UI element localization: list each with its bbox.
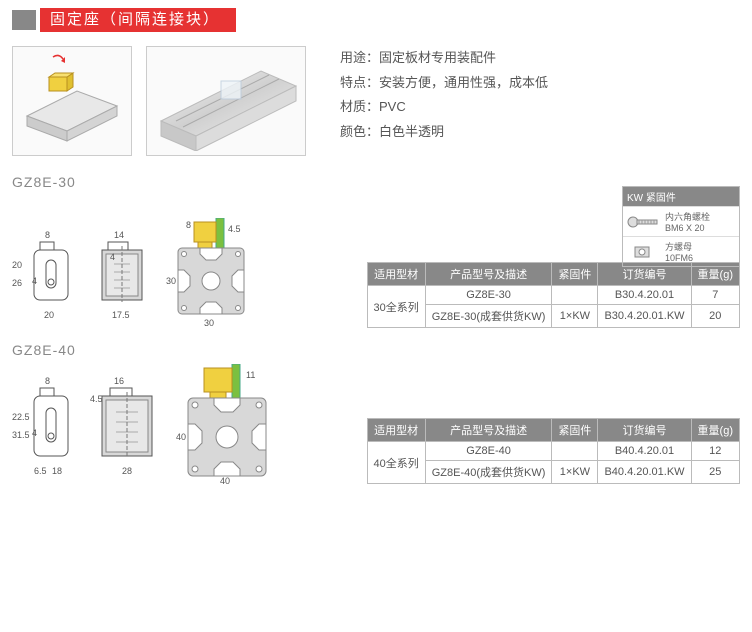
td: B30.4.20.01 bbox=[598, 286, 691, 305]
photo-product bbox=[146, 46, 306, 156]
table-40: 适用型材 产品型号及描述 紧固件 订货编号 重量(g) 40全系列 GZ8E-4… bbox=[367, 418, 741, 484]
svg-text:4.5: 4.5 bbox=[228, 224, 241, 234]
svg-text:31.5: 31.5 bbox=[12, 430, 30, 440]
td: 7 bbox=[691, 286, 739, 305]
svg-text:17.5: 17.5 bbox=[112, 310, 130, 320]
color-value: 白色半透明 bbox=[379, 124, 444, 139]
th: 订货编号 bbox=[598, 419, 691, 442]
td-series: 40全系列 bbox=[367, 442, 425, 484]
kw-bolt-name: 内六角螺栓 bbox=[665, 210, 710, 223]
td: B40.4.20.01.KW bbox=[598, 461, 691, 484]
table-30: 适用型材 产品型号及描述 紧固件 订货编号 重量(g) 30全系列 GZ8E-3… bbox=[367, 262, 741, 328]
mat-label: 材质： bbox=[340, 99, 379, 114]
svg-text:20: 20 bbox=[44, 310, 54, 320]
drawings-40: 8 22.5 31.5 4 6.5 18 16 4.5 28 bbox=[12, 364, 294, 484]
td: GZ8E-30 bbox=[425, 286, 552, 305]
svg-text:30: 30 bbox=[204, 318, 214, 328]
svg-text:26: 26 bbox=[12, 278, 22, 288]
svg-text:4: 4 bbox=[32, 276, 37, 286]
th: 适用型材 bbox=[367, 263, 425, 286]
kw-header: KW 紧固件 bbox=[623, 187, 739, 206]
svg-text:4: 4 bbox=[110, 252, 115, 262]
feat-value: 安装方便，通用性强，成本低 bbox=[379, 75, 548, 90]
th: 重量(g) bbox=[691, 419, 739, 442]
svg-text:4: 4 bbox=[32, 428, 37, 438]
td: GZ8E-30(成套供货KW) bbox=[425, 305, 552, 328]
drawings-30: 8 20 26 4 20 14 4 17.5 bbox=[12, 218, 274, 328]
dwg-40-profile: 11 40 40 bbox=[174, 364, 294, 484]
dwg-40-front: 8 22.5 31.5 4 6.5 18 bbox=[12, 374, 82, 484]
th: 适用型材 bbox=[367, 419, 425, 442]
title-decor-square bbox=[12, 10, 36, 30]
svg-text:22.5: 22.5 bbox=[12, 412, 30, 422]
dwg-30-front: 8 20 26 4 20 bbox=[12, 228, 82, 328]
nut-icon bbox=[627, 244, 661, 260]
td: B30.4.20.01.KW bbox=[598, 305, 691, 328]
svg-text:4.5: 4.5 bbox=[90, 394, 103, 404]
title-bar: 固定座（间隔连接块） bbox=[12, 8, 740, 32]
overview-row: 用途：固定板材专用装配件 特点：安装方便，通用性强，成本低 材质：PVC 颜色：… bbox=[12, 46, 740, 156]
th: 产品型号及描述 bbox=[425, 263, 552, 286]
td: GZ8E-40 bbox=[425, 442, 552, 461]
spec-list: 用途：固定板材专用装配件 特点：安装方便，通用性强，成本低 材质：PVC 颜色：… bbox=[340, 46, 548, 145]
svg-text:8: 8 bbox=[186, 220, 191, 230]
td: 20 bbox=[691, 305, 739, 328]
dwg-30-profile: 8 4.5 30 30 bbox=[164, 218, 274, 328]
table-row: 40全系列 GZ8E-40 B40.4.20.01 12 bbox=[367, 442, 740, 461]
table-row: 适用型材 产品型号及描述 紧固件 订货编号 重量(g) bbox=[367, 419, 740, 442]
page-title: 固定座（间隔连接块） bbox=[40, 8, 236, 32]
td: 1×KW bbox=[552, 305, 598, 328]
svg-text:40: 40 bbox=[220, 476, 230, 484]
td: 1×KW bbox=[552, 461, 598, 484]
install-svg bbox=[17, 51, 127, 151]
kw-fastener-box: KW 紧固件 内六角螺栓 BM6 X 20 方螺母 10FM6 bbox=[622, 186, 740, 267]
svg-text:11: 11 bbox=[246, 370, 255, 380]
svg-text:30: 30 bbox=[166, 276, 176, 286]
illustration-install bbox=[12, 46, 132, 156]
td bbox=[552, 442, 598, 461]
td: 25 bbox=[691, 461, 739, 484]
svg-text:18: 18 bbox=[52, 466, 62, 476]
use-label: 用途： bbox=[340, 50, 379, 65]
table-row: 30全系列 GZ8E-30 B30.4.20.01 7 bbox=[367, 286, 740, 305]
td: B40.4.20.01 bbox=[598, 442, 691, 461]
svg-text:8: 8 bbox=[45, 230, 50, 240]
mat-value: PVC bbox=[379, 99, 406, 114]
th: 紧固件 bbox=[552, 263, 598, 286]
photo-svg bbox=[151, 51, 301, 151]
section-30: KW 紧固件 内六角螺栓 BM6 X 20 方螺母 10FM6 bbox=[12, 196, 740, 328]
svg-text:14: 14 bbox=[114, 230, 124, 240]
td bbox=[552, 286, 598, 305]
model-label-40: GZ8E-40 bbox=[12, 342, 740, 358]
td-series: 30全系列 bbox=[367, 286, 425, 328]
bolt-icon bbox=[627, 214, 661, 230]
th: 产品型号及描述 bbox=[425, 419, 552, 442]
color-label: 颜色： bbox=[340, 124, 379, 139]
kw-nut-name: 方螺母 bbox=[665, 240, 693, 253]
section-40: 8 22.5 31.5 4 6.5 18 16 4.5 28 bbox=[12, 364, 740, 484]
svg-text:28: 28 bbox=[122, 466, 132, 476]
svg-text:8: 8 bbox=[45, 376, 50, 386]
svg-text:40: 40 bbox=[176, 432, 186, 442]
dwg-40-side: 16 4.5 28 bbox=[88, 374, 168, 484]
kw-nut-row: 方螺母 10FM6 bbox=[623, 236, 739, 266]
svg-text:20: 20 bbox=[12, 260, 22, 270]
kw-nut-spec: 10FM6 bbox=[665, 253, 693, 263]
kw-bolt-spec: BM6 X 20 bbox=[665, 223, 710, 233]
feat-label: 特点： bbox=[340, 75, 379, 90]
use-value: 固定板材专用装配件 bbox=[379, 50, 496, 65]
td: GZ8E-40(成套供货KW) bbox=[425, 461, 552, 484]
svg-text:16: 16 bbox=[114, 376, 124, 386]
dwg-30-side: 14 4 17.5 bbox=[88, 228, 158, 328]
kw-bolt-row: 内六角螺栓 BM6 X 20 bbox=[623, 206, 739, 236]
th: 紧固件 bbox=[552, 419, 598, 442]
td: 12 bbox=[691, 442, 739, 461]
svg-text:6.5: 6.5 bbox=[34, 466, 47, 476]
